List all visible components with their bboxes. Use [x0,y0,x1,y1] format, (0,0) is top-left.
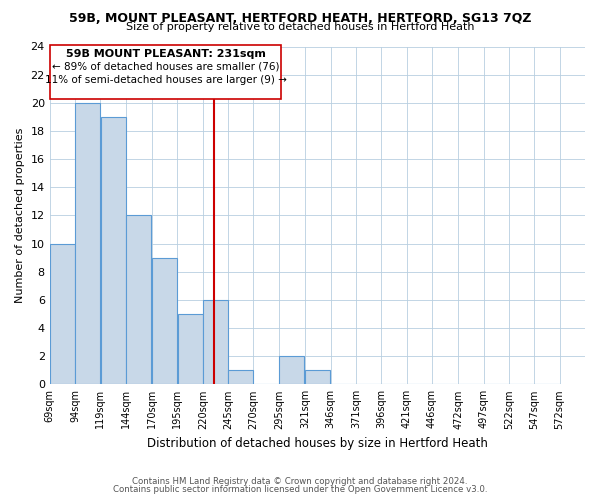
Text: Size of property relative to detached houses in Hertford Heath: Size of property relative to detached ho… [126,22,474,32]
Bar [126,216,151,384]
Bar [279,356,304,384]
Bar [75,103,100,384]
Text: 59B, MOUNT PLEASANT, HERTFORD HEATH, HERTFORD, SG13 7QZ: 59B, MOUNT PLEASANT, HERTFORD HEATH, HER… [69,12,531,24]
Text: 59B MOUNT PLEASANT: 231sqm: 59B MOUNT PLEASANT: 231sqm [65,48,265,58]
Bar [305,370,331,384]
X-axis label: Distribution of detached houses by size in Hertford Heath: Distribution of detached houses by size … [147,437,488,450]
Bar [228,370,253,384]
Text: ← 89% of detached houses are smaller (76): ← 89% of detached houses are smaller (76… [52,62,279,72]
Text: Contains public sector information licensed under the Open Government Licence v3: Contains public sector information licen… [113,485,487,494]
Bar [50,244,75,384]
FancyBboxPatch shape [50,45,281,98]
Bar [101,117,125,384]
Text: 11% of semi-detached houses are larger (9) →: 11% of semi-detached houses are larger (… [44,74,286,85]
Bar [178,314,203,384]
Bar [152,258,177,384]
Y-axis label: Number of detached properties: Number of detached properties [15,128,25,303]
Bar [203,300,228,384]
Text: Contains HM Land Registry data © Crown copyright and database right 2024.: Contains HM Land Registry data © Crown c… [132,477,468,486]
